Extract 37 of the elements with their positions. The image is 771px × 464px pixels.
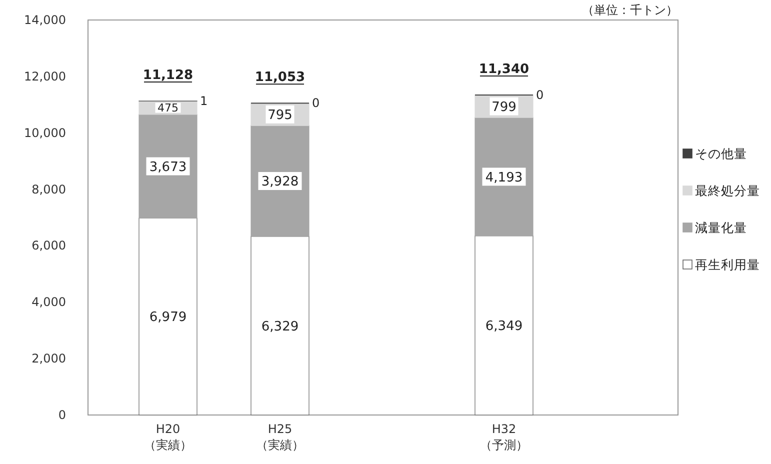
total-label: 11,053 [254,70,306,86]
text: （単位：千トン） [582,3,678,17]
data-label: 6,329 [261,319,299,334]
y-tick-label: 0 [58,408,66,422]
x-tick-label: H32 （予測） [480,422,528,452]
data-label: 3,928 [261,174,299,190]
y-tick-label: 4,000 [32,295,66,310]
y-tick-label: 10,000 [24,126,66,140]
data-label: 795 [268,108,292,124]
legend-label: 再生利用量 [695,257,760,272]
legend-label: 最終処分量 [695,183,760,198]
y-tick-label: 8,000 [32,182,66,196]
bar [138,218,198,416]
data-label: 6,349 [485,319,523,334]
x-tick-label: H20 （実績） [144,422,192,452]
bar [138,114,198,218]
data-label: 3,673 [149,160,187,175]
total-label: 11,128 [142,68,194,84]
y-tick-label: 6,000 [32,238,66,253]
legend-label: 減量化量 [695,220,747,235]
bar [250,236,310,416]
y-tick-label: 2,000 [32,352,66,366]
bar [250,125,310,237]
data-label: 0 [536,88,544,102]
x-tick-label: H25 （実績） [256,422,304,452]
bar [474,117,534,236]
y-tick-label: 14,000 [24,13,66,27]
legend-label: その他量 [695,146,747,161]
total-label: 11,340 [478,62,530,78]
bar [474,236,534,416]
data-label: 1 [200,94,208,108]
data-label: 799 [492,100,516,115]
data-label: 6,979 [149,310,187,326]
data-label: 4,193 [485,170,523,186]
y-tick-label: 12,000 [24,69,66,84]
data-label: 0 [312,96,320,110]
data-label: 475 [158,102,178,115]
